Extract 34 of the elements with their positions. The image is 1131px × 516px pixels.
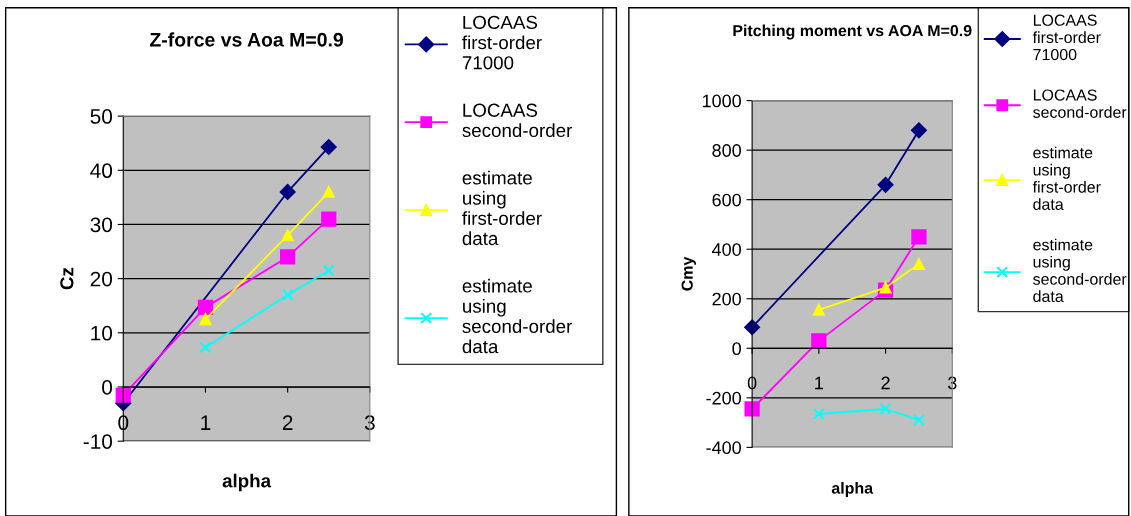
y-axis-title: Cz bbox=[60, 267, 74, 290]
y-tick-label: 50 bbox=[90, 109, 113, 124]
x-axis-title: alpha bbox=[831, 482, 874, 497]
x-axis-title: alpha bbox=[222, 473, 272, 492]
y-tick-label: -10 bbox=[83, 434, 113, 449]
legend-label: estimate using first-order data bbox=[462, 170, 542, 246]
x-tick-label: 3 bbox=[364, 415, 375, 431]
chart-title: Z-force vs Aoa M=0.9 bbox=[149, 32, 343, 47]
x-tick-label: 2 bbox=[881, 376, 890, 390]
legend-label: LOCAAS first-order 71000 bbox=[462, 15, 542, 70]
y-tick-label: 0 bbox=[732, 342, 741, 356]
chart-title: Pitching moment vs AOA M=0.9 bbox=[733, 24, 972, 40]
x-tick-label: 1 bbox=[815, 376, 823, 390]
legend-label: estimate using second-order data bbox=[462, 278, 573, 354]
y-tick-label: 800 bbox=[712, 144, 741, 157]
x-tick-label: 3 bbox=[947, 376, 957, 390]
y-tick-label: 600 bbox=[712, 193, 741, 207]
y-tick-label: 400 bbox=[711, 243, 741, 256]
y-tick-label: 200 bbox=[712, 292, 741, 306]
y-tick-label: -400 bbox=[706, 441, 741, 455]
legend-label: LOCAAS second-order bbox=[1033, 89, 1127, 118]
legend-label: LOCAAS first-order 71000 bbox=[1032, 14, 1101, 61]
legend-label: estimate using first-order data bbox=[1032, 146, 1101, 210]
x-tick-label: 1 bbox=[201, 415, 211, 430]
legend-label: LOCAAS second-order bbox=[462, 103, 573, 138]
y-tick-label: 30 bbox=[90, 217, 113, 233]
x-tick-label: 2 bbox=[282, 415, 293, 430]
y-tick-label: 40 bbox=[90, 163, 113, 179]
y-tick-label: 1000 bbox=[702, 94, 741, 108]
legend-label: estimate using second-order data bbox=[1033, 238, 1127, 303]
y-tick-label: 10 bbox=[91, 325, 113, 341]
y-tick-label: 20 bbox=[90, 271, 113, 287]
y-tick-label: -200 bbox=[706, 391, 741, 405]
y-axis-title: Cmy bbox=[681, 256, 696, 291]
